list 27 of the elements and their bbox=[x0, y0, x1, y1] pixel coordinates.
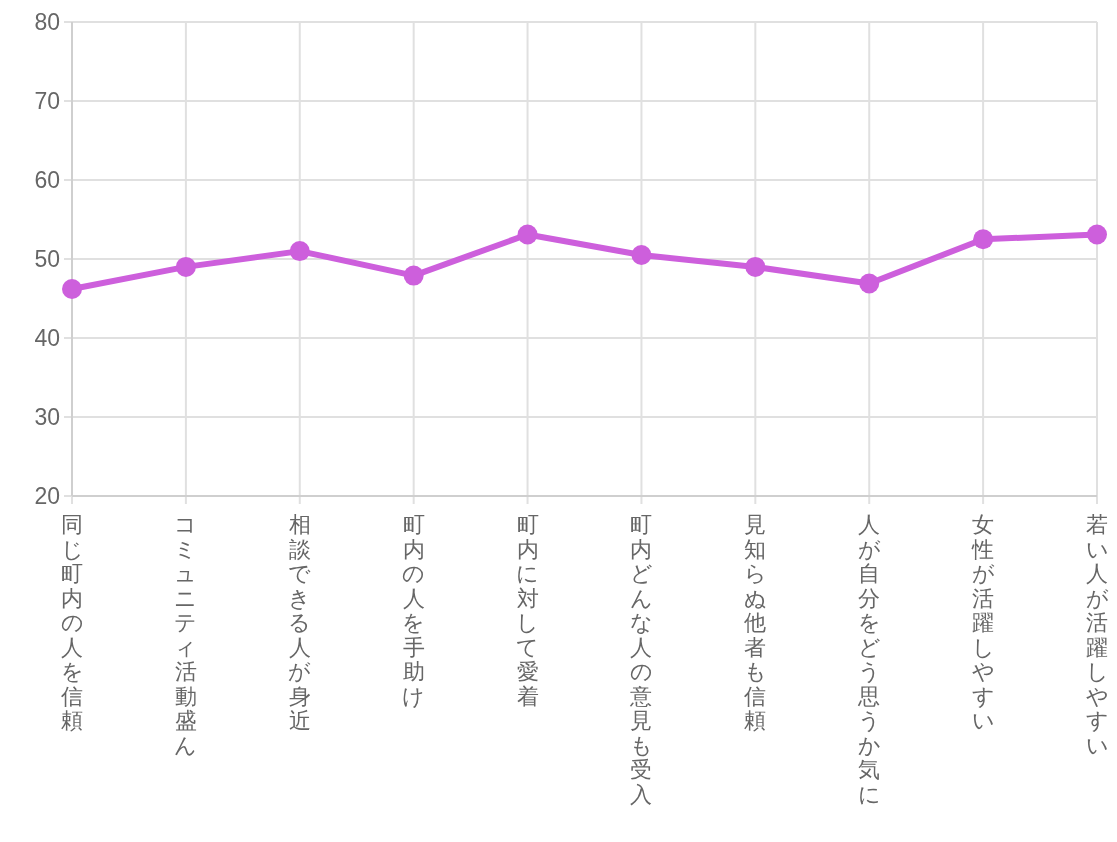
x-tick-label: 町内の人を手助け bbox=[402, 512, 426, 709]
point bbox=[289, 241, 310, 262]
point bbox=[517, 224, 538, 245]
category-label: コミュニティ活動盛ん bbox=[174, 512, 198, 758]
category-label: 女性が活躍しやすい bbox=[971, 512, 995, 733]
point bbox=[859, 273, 880, 294]
point bbox=[1087, 224, 1107, 245]
category-label: 人が自分をどう思うか気に bbox=[857, 512, 881, 807]
y-tick-label: 40 bbox=[34, 325, 60, 351]
category-label: 若い人が活躍しやすい bbox=[1085, 512, 1109, 758]
point bbox=[403, 265, 424, 286]
y-tick-label: 50 bbox=[34, 246, 60, 272]
point bbox=[62, 279, 82, 300]
point bbox=[175, 256, 196, 277]
category-label: 相談できる人が身近 bbox=[288, 512, 312, 733]
y-tick-label: 70 bbox=[34, 88, 60, 114]
point bbox=[631, 245, 652, 266]
y-tick-label: 80 bbox=[34, 9, 60, 35]
category-label: 町内どんな人の意見も受入 bbox=[629, 512, 653, 807]
category-label: 同じ町内の人を信頼 bbox=[60, 512, 84, 733]
point bbox=[973, 229, 994, 250]
y-tick-label: 20 bbox=[34, 483, 60, 509]
y-tick-label: 30 bbox=[34, 404, 60, 430]
y-tick-label: 60 bbox=[34, 167, 60, 193]
point bbox=[745, 256, 766, 277]
x-tick-label: 町内に対して愛着 bbox=[516, 512, 540, 709]
category-label: 見知らぬ他者も信頼 bbox=[743, 512, 767, 733]
